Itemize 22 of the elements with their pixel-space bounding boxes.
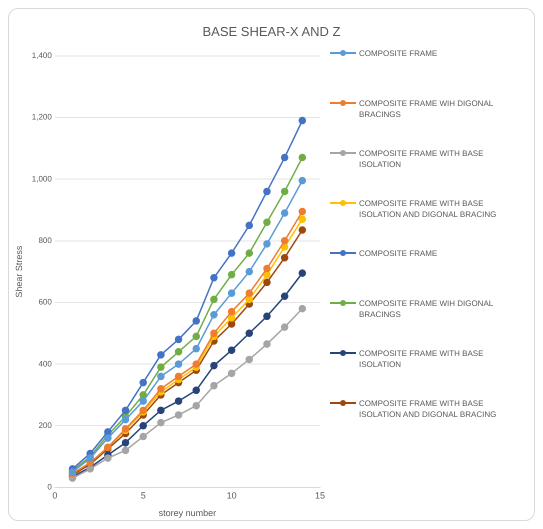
y-tick-label: 400	[38, 359, 52, 368]
x-tick-label: 10	[226, 490, 237, 500]
y-tick-label: 200	[38, 420, 52, 430]
y-tick-label: 1,200	[32, 112, 52, 122]
legend-label: COMPOSITE FRAME WITH BASE ISOLATION AND DIGONAL BRACING	[359, 398, 498, 420]
legend-label: COMPOSITE FRAME WITH BASE ISOLATION	[359, 148, 484, 170]
y-tick-label: 0	[47, 482, 52, 492]
x-tick-label: 5	[140, 490, 146, 500]
chart-title: BASE SHEAR-X AND Z	[202, 24, 342, 39]
y-tick-label: 800	[38, 236, 52, 245]
legend-label: COMPOSITE FRAME WITH BASE ISOLATION	[359, 348, 484, 370]
y-tick-label: 1,400	[32, 51, 52, 60]
x-axis-title: storey number	[158, 508, 216, 518]
x-tick-label: 15	[314, 490, 325, 500]
y-tick-label: 1,000	[32, 174, 52, 184]
legend-label: COMPOSITE FRAME WIH DIGONAL BRACINGS	[359, 98, 494, 120]
legend-label: COMPOSITE FRAME	[359, 48, 438, 59]
legend-label: COMPOSITE FRAME WITH BASE ISOLATION AND DIGONAL BRACING	[359, 198, 498, 220]
legend-label: COMPOSITE FRAME	[359, 248, 438, 259]
legend-label: COMPOSITE FRAME WIH DIGONAL BRACINGS	[359, 298, 494, 320]
y-axis-title: Shear Stress	[14, 245, 24, 298]
y-tick-label: 600	[38, 298, 52, 307]
